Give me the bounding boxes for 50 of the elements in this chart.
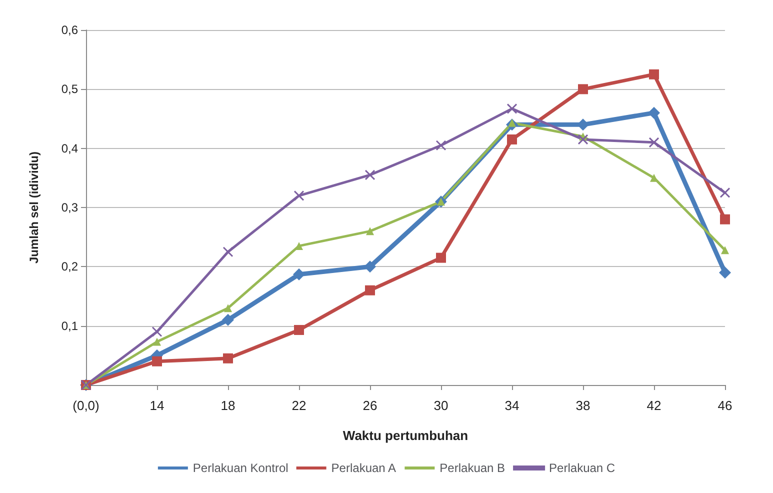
legend-label: Perlakuan C — [549, 461, 616, 475]
point — [578, 134, 588, 145]
x-tick-label: 30 — [434, 398, 448, 413]
point — [365, 285, 375, 296]
point — [648, 106, 660, 119]
point — [364, 170, 376, 180]
y-tick-label: 0,3 — [61, 200, 78, 214]
point — [720, 187, 730, 198]
point — [224, 304, 232, 312]
point — [506, 103, 518, 114]
x-tick-label: 26 — [362, 398, 378, 413]
point — [294, 324, 304, 335]
point — [436, 252, 446, 263]
y-axis-title: Jumlah sel (idividu) — [27, 151, 41, 264]
x-tick-label: 34 — [504, 398, 520, 413]
point — [223, 353, 233, 364]
y-tick-label: 0,5 — [61, 82, 78, 96]
y-tick-label: 0,1 — [61, 318, 78, 333]
x-axis-title: Waktu pertumbuhan — [342, 428, 468, 443]
point — [364, 260, 376, 273]
point — [366, 227, 374, 236]
point — [294, 190, 304, 201]
point — [719, 266, 731, 279]
legend-label: Perlakuan A — [331, 461, 396, 475]
point — [721, 246, 729, 254]
point — [436, 140, 446, 151]
y-tick-label: 0,6 — [61, 23, 78, 37]
point — [648, 137, 660, 148]
point — [222, 314, 234, 326]
point — [649, 69, 659, 80]
point — [507, 134, 517, 144]
legend-label: Perlakuan Kontrol — [192, 461, 288, 475]
point — [293, 268, 305, 280]
point — [152, 326, 162, 337]
point — [720, 214, 730, 224]
point — [152, 356, 162, 366]
x-tick-label: (0,0) — [72, 398, 100, 413]
point — [578, 84, 588, 94]
x-tick-label: 46 — [718, 398, 732, 413]
legend-label: Perlakuan B — [440, 461, 506, 475]
x-tick-label: 38 — [576, 398, 590, 413]
y-tick-label: 0,2 — [61, 260, 78, 274]
x-tick-label: 18 — [220, 398, 236, 413]
point — [295, 242, 303, 250]
point — [222, 246, 234, 258]
point — [153, 338, 161, 346]
x-tick-label: 22 — [292, 398, 306, 413]
y-tick-label: 0,4 — [61, 141, 78, 156]
x-tick-label: 14 — [150, 398, 164, 413]
x-tick-label: 42 — [646, 398, 662, 413]
